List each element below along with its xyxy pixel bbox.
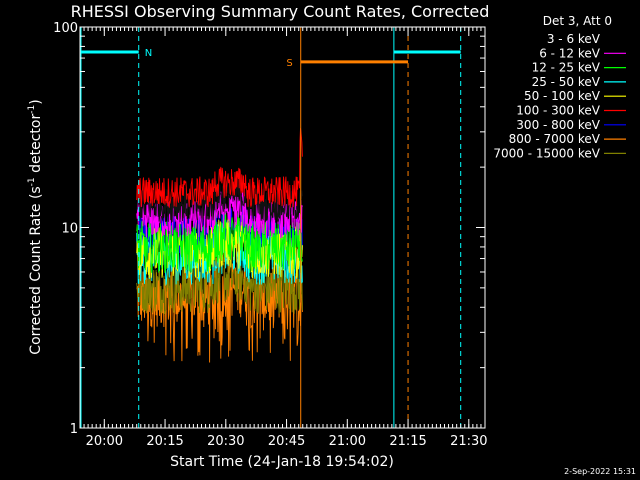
series-trace	[136, 128, 303, 208]
y-axis-label: Corrected Count Rate (s-1 detector-1)	[27, 99, 44, 354]
axes: 20:00 20:15 20:30 20:45 21:00 21:15 21:30 1 10 10…	[53, 21, 487, 449]
y-tick-label: 1	[70, 422, 78, 437]
y-tick-label: 10	[61, 222, 78, 237]
legend-entry-label: 7000 - 15000 keV	[493, 146, 600, 160]
series-trace	[136, 252, 303, 316]
legend-entry-label: 25 - 50 keV	[532, 75, 601, 89]
legend-header: Det 3, Att 0	[543, 14, 612, 28]
x-tick-label: 20:45	[268, 434, 305, 449]
data-traces	[136, 128, 303, 363]
legend-entry-label: 50 - 100 keV	[524, 89, 601, 103]
x-tick-label: 21:15	[389, 434, 426, 449]
x-tick-label: 21:30	[450, 434, 487, 449]
x-tick-label: 21:00	[329, 434, 366, 449]
legend-entry-label: 100 - 300 keV	[516, 104, 600, 118]
saa-label: S	[286, 58, 292, 69]
night-label: N	[145, 48, 152, 59]
series-trace	[136, 178, 303, 223]
legend-entry-label: 12 - 25 keV	[532, 61, 601, 75]
legend-entry-label: 800 - 7000 keV	[509, 132, 601, 146]
legend-entry-label: 6 - 12 keV	[539, 46, 601, 60]
date-stamp: 2-Sep-2022 15:31	[564, 467, 636, 476]
x-axis-label: Start Time (24-Jan-18 19:54:02)	[170, 454, 394, 470]
y-tick-label: 100	[53, 21, 78, 36]
x-tick-label: 20:00	[86, 434, 123, 449]
legend-entry-label: 300 - 800 keV	[516, 118, 600, 132]
legend-entry-label: 3 - 6 keV	[547, 32, 601, 46]
x-tick-label: 20:15	[146, 434, 183, 449]
x-tick-label: 20:30	[207, 434, 244, 449]
series-trace	[136, 211, 303, 273]
chart-title: RHESSI Observing Summary Count Rates, Co…	[71, 2, 490, 21]
